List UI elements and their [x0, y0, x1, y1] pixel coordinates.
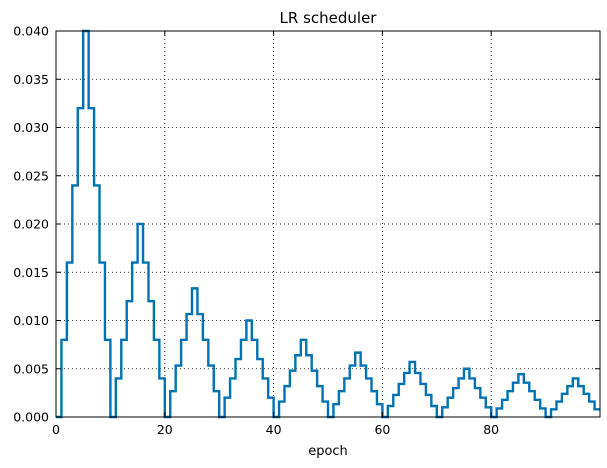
y-tick-label: 0.015: [13, 265, 49, 280]
y-tick-label: 0.040: [13, 24, 49, 39]
y-tick-label: 0.025: [13, 168, 49, 183]
series-group: [56, 29, 600, 419]
x-tick-label: 60: [374, 422, 390, 437]
y-tick-label: 0.000: [13, 410, 49, 425]
chart-title: LR scheduler: [280, 9, 378, 27]
y-tick-label: 0.020: [13, 217, 49, 232]
x-axis-label: epoch: [308, 444, 348, 459]
y-ticks: 0.000 0.005 0.010 0.015 0.020 0.025 0.030 0.035…: [13, 24, 600, 425]
y-tick-label: 0.010: [13, 313, 49, 328]
y-tick-label: 0.035: [13, 72, 49, 87]
x-tick-label: 40: [266, 422, 282, 437]
y-tick-label: 0.005: [13, 361, 49, 376]
series-line-0: [56, 29, 600, 419]
x-tick-label: 0: [52, 422, 60, 437]
x-ticks: 0 20 40 60 80: [52, 31, 499, 437]
x-tick-label: 80: [483, 422, 499, 437]
x-tick-label: 20: [157, 422, 173, 437]
y-tick-label: 0.030: [13, 120, 49, 135]
grid-lines: [56, 31, 600, 417]
